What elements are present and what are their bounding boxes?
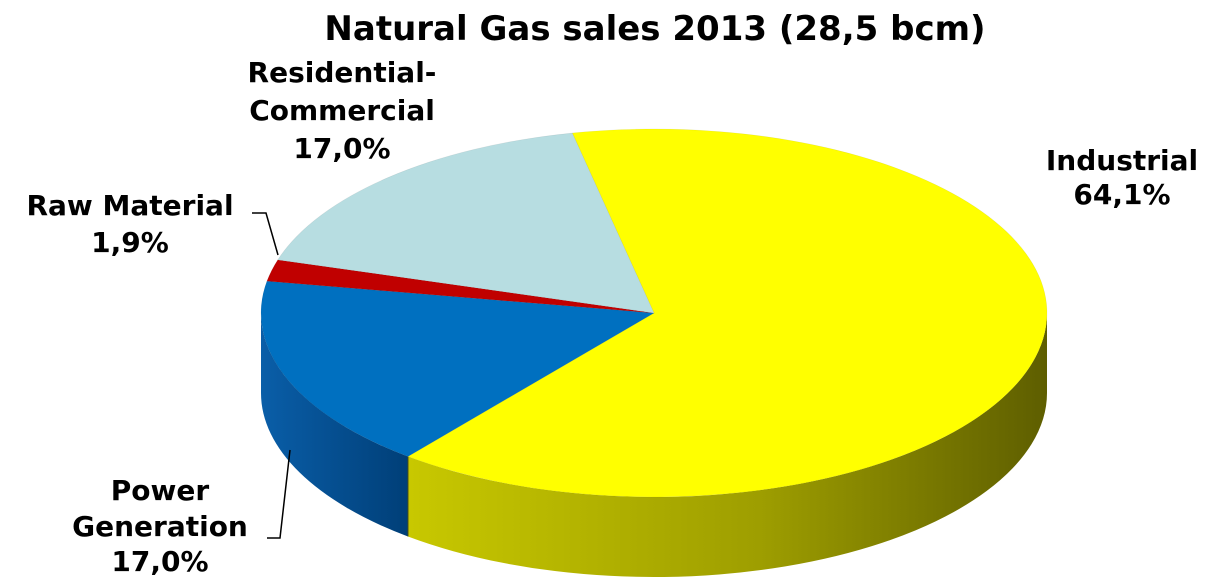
label-residential-commercial-line1: Residential- (248, 56, 437, 89)
pie-side-industrial (407, 313, 1047, 578)
pie-tops (260, 128, 1048, 498)
pie-slice-raw-material (266, 259, 655, 314)
value-raw-material: 1,9% (91, 226, 169, 259)
label-industrial: Industrial (1046, 144, 1198, 177)
value-residential-commercial: 17,0% (293, 132, 390, 165)
value-power-generation: 17,0% (111, 545, 208, 578)
label-raw-material: Raw Material (26, 189, 233, 222)
value-industrial: 64,1% (1073, 178, 1170, 211)
chart-title: Natural Gas sales 2013 (28,5 bcm) (324, 9, 985, 49)
pie-slice-industrial (407, 128, 1048, 498)
raw-material-leader-line (252, 212, 279, 256)
pie-slice-power-generation (260, 280, 655, 457)
label-power-generation-line1: Power (111, 474, 210, 507)
power-generation-leader-line (267, 449, 291, 539)
pie-side-power-generation (261, 313, 408, 537)
pie-slice-residential-commercial (277, 132, 655, 314)
label-power-generation-line2: Generation (72, 510, 248, 543)
label-residential-commercial-line2: Commercial (249, 94, 435, 127)
pie-sides (261, 313, 1047, 578)
